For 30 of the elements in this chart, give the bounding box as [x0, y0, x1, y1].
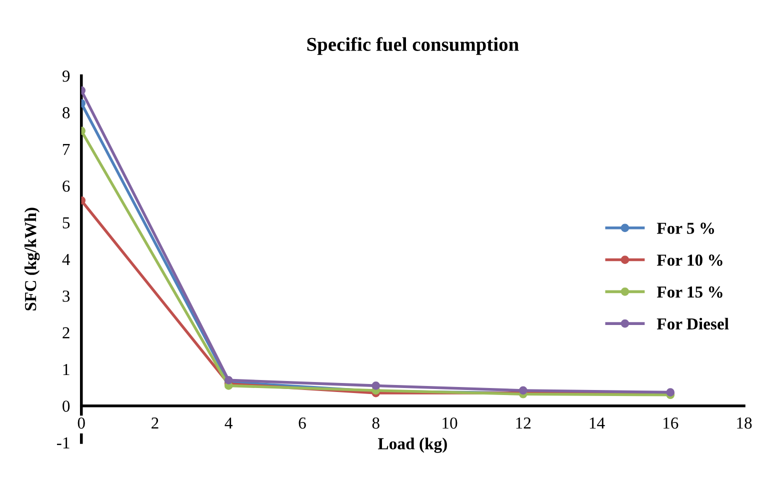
y-axis-title: SFC (kg/kWh)	[24, 208, 40, 310]
legend-label: For 10 %	[656, 254, 722, 266]
point	[518, 386, 528, 395]
y-tick-label: 0	[62, 400, 70, 412]
y-tick-label: 7	[63, 144, 70, 155]
x-tick-label: 6	[298, 418, 306, 429]
x-tick-label: 16	[664, 418, 678, 429]
x-axis-title: Load (kg)	[378, 438, 447, 453]
legend-label: For 5 %	[656, 222, 714, 234]
y-tick-label: 1	[63, 364, 70, 375]
legend-label: For Diesel	[656, 318, 729, 330]
x-tick-label: 8	[372, 417, 380, 429]
x-tick-label: 0	[78, 417, 85, 429]
y-tick-label: 8	[62, 107, 70, 118]
y-tick-label: 9	[62, 70, 70, 82]
chart-title: Specific fuel consumption	[307, 37, 519, 55]
x-tick-label: 18	[737, 417, 752, 429]
y-tick-label: 2	[62, 327, 70, 338]
x-tick-label: 2	[152, 418, 158, 429]
x-tick-label: 12	[516, 418, 531, 429]
y-tick-label: 5	[62, 217, 70, 228]
y-tick-label: 4	[62, 254, 70, 265]
y-tick-label: 6	[62, 180, 70, 192]
x-tick-label: 4	[224, 418, 233, 429]
point	[372, 382, 380, 390]
y-tick-label: -1	[57, 437, 70, 448]
legend-label: For 15 %	[656, 286, 722, 298]
y-tick-label: 3	[62, 290, 70, 302]
x-tick-label: 10	[442, 417, 458, 429]
x-tick-label: 14	[590, 418, 605, 429]
